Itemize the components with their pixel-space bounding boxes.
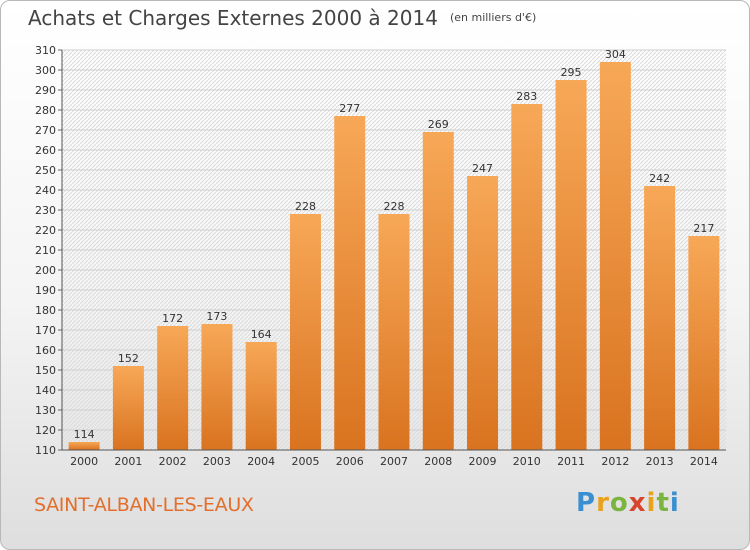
value-labels: 114 152 172 173 164 228 277 228 269 247 283 295 304 2…	[74, 48, 715, 441]
value-label: 295	[561, 66, 582, 79]
y-tick-label: 120	[35, 424, 56, 437]
bar-2008	[422, 132, 454, 450]
bar-2014	[688, 236, 720, 450]
bar-2006	[334, 116, 366, 450]
x-tick-label: 2013	[646, 455, 674, 468]
x-tick-label: 2000	[70, 455, 98, 468]
x-tick-label: 2004	[247, 455, 275, 468]
x-tick-label: 2002	[159, 455, 187, 468]
x-tick-label: 2007	[380, 455, 408, 468]
y-axis: 110 120 130 140 150 160 170 180 190 200 210 220 230 2…	[35, 44, 63, 457]
x-tick-label: 2005	[291, 455, 319, 468]
y-tick-label: 280	[35, 104, 56, 117]
x-tick-label: 2003	[203, 455, 231, 468]
bar-2013	[644, 186, 676, 450]
x-tick-label: 2014	[690, 455, 718, 468]
value-label: 152	[118, 352, 139, 365]
value-label: 228	[295, 200, 316, 213]
x-tick-label: 2012	[601, 455, 629, 468]
y-tick-label: 310	[35, 44, 56, 57]
bar-2001	[112, 366, 144, 450]
chart-title-text: Achats et Charges Externes 2000 à 2014	[28, 6, 438, 30]
y-tick-label: 190	[35, 284, 56, 297]
bar-2004	[245, 342, 277, 450]
value-label: 283	[516, 90, 537, 103]
commune-name: SAINT-ALBAN-LES-EAUX	[34, 494, 254, 516]
bar-2011	[555, 80, 587, 450]
value-label: 228	[384, 200, 405, 213]
bars-group	[68, 62, 720, 450]
proxiti-logo: Proxiti	[576, 488, 680, 518]
x-tick-label: 2006	[336, 455, 364, 468]
y-tick-label: 130	[35, 404, 56, 417]
bar-2007	[378, 214, 410, 450]
value-label: 269	[428, 118, 449, 131]
bar-2002	[157, 326, 189, 450]
value-label: 164	[251, 328, 272, 341]
y-tick-label: 300	[35, 64, 56, 77]
bar-2005	[289, 214, 321, 450]
y-tick-label: 150	[35, 364, 56, 377]
x-axis: 2000 2001 2002 2003 2004 2005 2006 2007 2008 2009…	[62, 449, 726, 468]
x-tick-label: 2009	[469, 455, 497, 468]
y-tick-label: 110	[35, 444, 56, 457]
chart-title: Achats et Charges Externes 2000 à 2014 (e…	[28, 6, 536, 30]
y-tick-label: 230	[35, 204, 56, 217]
y-tick-label: 210	[35, 244, 56, 257]
y-tick-label: 260	[35, 144, 56, 157]
x-tick-label: 2008	[424, 455, 452, 468]
value-label: 114	[74, 428, 95, 441]
chart-unit: (en milliers d'€)	[449, 11, 537, 24]
y-tick-label: 200	[35, 264, 56, 277]
bar-2009	[467, 176, 499, 450]
y-tick-label: 270	[35, 124, 56, 137]
value-label: 173	[206, 310, 227, 323]
value-label: 277	[339, 102, 360, 115]
y-tick-label: 290	[35, 84, 56, 97]
y-tick-label: 180	[35, 304, 56, 317]
y-tick-label: 220	[35, 224, 56, 237]
bar-2012	[599, 62, 631, 450]
bar-2000	[68, 442, 100, 450]
value-label: 247	[472, 162, 493, 175]
x-tick-label: 2011	[557, 455, 585, 468]
x-tick-label: 2001	[114, 455, 142, 468]
value-label: 242	[649, 172, 670, 185]
value-label: 217	[693, 222, 714, 235]
value-label: 304	[605, 48, 626, 61]
bar-2003	[201, 324, 233, 450]
y-tick-label: 170	[35, 324, 56, 337]
y-tick-label: 250	[35, 164, 56, 177]
x-tick-label: 2010	[513, 455, 541, 468]
y-tick-label: 140	[35, 384, 56, 397]
y-tick-label: 240	[35, 184, 56, 197]
bar-2010	[511, 104, 543, 450]
y-tick-label: 160	[35, 344, 56, 357]
value-label: 172	[162, 312, 183, 325]
